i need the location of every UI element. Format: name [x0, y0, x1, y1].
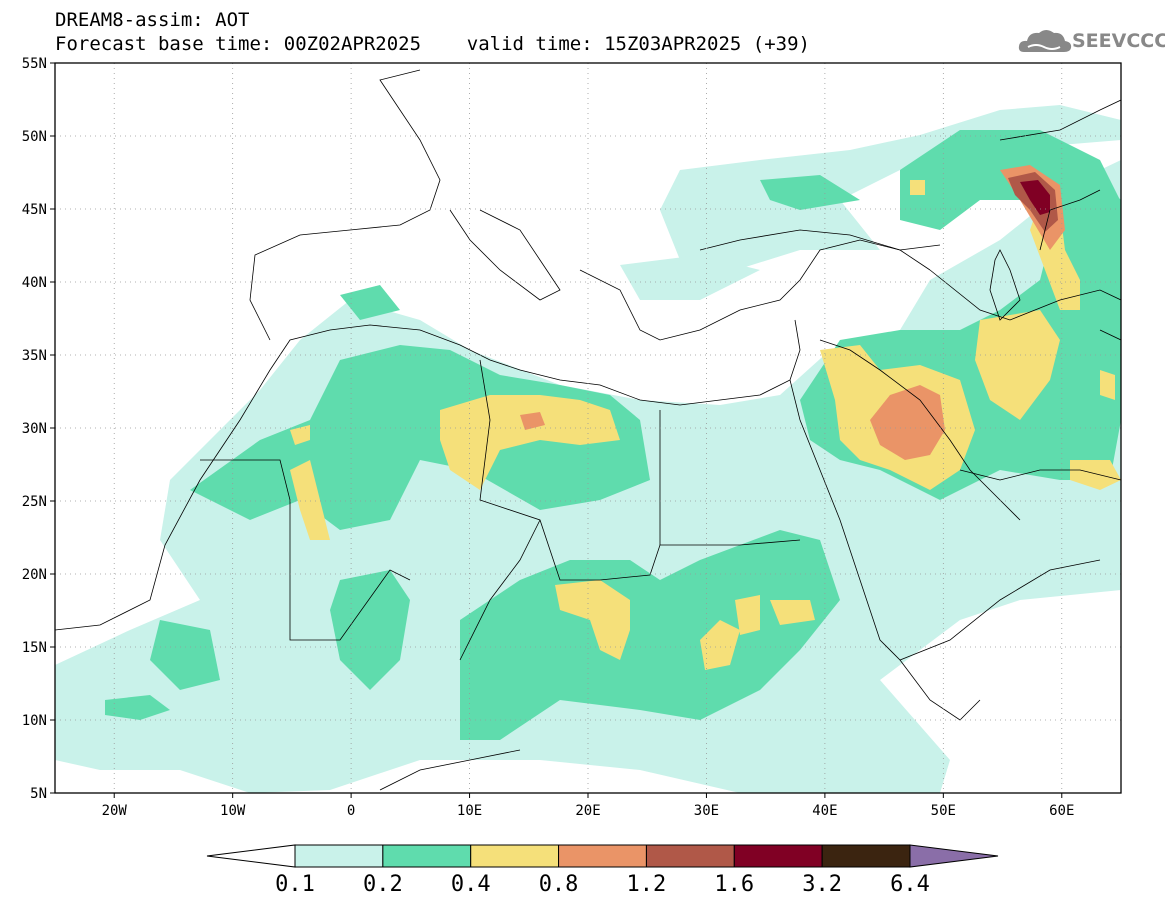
aot-contour-region: [340, 285, 400, 320]
logo-text: SEEVCCC: [1072, 30, 1165, 52]
lon-label: 60E: [1049, 803, 1074, 819]
aot-contour-region: [1020, 180, 1050, 215]
colorbar-box: [558, 844, 647, 868]
colorbar-level-label: 6.4: [890, 872, 930, 897]
lon-label: 20E: [575, 803, 600, 819]
colorbar-box: [382, 844, 472, 868]
colorbar: [206, 844, 999, 868]
lat-label: 55N: [22, 56, 47, 72]
lat-label: 15N: [22, 640, 47, 656]
aot-contour-region: [1070, 460, 1121, 490]
colorbar-box: [470, 844, 560, 868]
longitude-labels: 20W 10W 0 10E 20E 30E 40E 50E 60E: [102, 803, 1075, 819]
lon-label: 40E: [812, 803, 837, 819]
lon-label: 10W: [220, 803, 246, 819]
aot-contour-region: [700, 620, 740, 670]
aot-contour-region: [975, 310, 1060, 420]
aot-contour-region: [770, 600, 815, 625]
aot-contour-region: [460, 530, 840, 740]
lat-label: 10N: [22, 713, 47, 729]
colorbar-level-label: 0.2: [362, 872, 403, 897]
lat-label: 45N: [22, 202, 47, 218]
aot-contour-region: [290, 460, 330, 540]
lat-label: 20N: [22, 567, 47, 583]
map-title: DREAM8-assim: AOT: [55, 9, 250, 31]
aot-contour-region: [735, 595, 760, 635]
aot-contour-region: [555, 580, 630, 660]
lon-label: 10E: [457, 803, 482, 819]
lon-label: 30E: [694, 803, 719, 819]
colorbar-box: [821, 844, 911, 868]
aot-contour-region: [870, 385, 945, 460]
aot-contour-region: [620, 255, 760, 300]
aot-contour-region: [150, 620, 220, 690]
aot-contour-region: [520, 412, 545, 430]
lat-label: 25N: [22, 494, 47, 510]
colorbar-box: [645, 844, 735, 868]
aot-contour-region: [330, 570, 410, 690]
aot-contour-region: [440, 395, 620, 490]
lon-label: 20W: [102, 803, 128, 819]
colorbar-level-label: 0.1: [275, 872, 315, 897]
lat-label: 30N: [22, 421, 47, 437]
aot-field: [55, 69, 1150, 793]
aot-contour-region: [290, 425, 310, 445]
forecast-time-line: Forecast base time: 00Z02APR2025 valid t…: [55, 33, 810, 55]
lat-label: 35N: [22, 348, 47, 364]
graticule: [55, 63, 1121, 793]
aot-contour-region: [910, 180, 925, 195]
aot-contour-region: [760, 175, 860, 210]
colorbar-level-label: 1.2: [626, 872, 667, 897]
colorbar-level-label: 3.2: [802, 872, 843, 897]
lat-label: 5N: [30, 786, 47, 802]
colorbar-level-label: 1.6: [714, 872, 755, 897]
lat-label: 50N: [22, 129, 47, 145]
colorbar-box: [733, 844, 823, 868]
colorbar-under-triangle: [206, 844, 296, 868]
cloud-logo-icon: [1018, 30, 1072, 52]
lat-label: 40N: [22, 275, 47, 291]
aot-contour-region: [1100, 370, 1115, 400]
lon-label: 50E: [931, 803, 956, 819]
axis-ticks: [50, 62, 1063, 798]
aot-contour-region: [1130, 235, 1150, 260]
lon-label: 0: [347, 803, 355, 819]
coastlines: [55, 69, 1121, 791]
aot-contour-region: [105, 695, 170, 720]
colorbar-level-label: 0.8: [538, 872, 579, 897]
colorbar-level-label: 0.4: [450, 872, 491, 897]
colorbar-box: [294, 844, 384, 868]
colorbar-over-triangle: [909, 844, 999, 868]
latitude-labels: 55N 50N 45N 40N 35N 30N 25N 20N 15N 10N 5N: [22, 56, 47, 802]
